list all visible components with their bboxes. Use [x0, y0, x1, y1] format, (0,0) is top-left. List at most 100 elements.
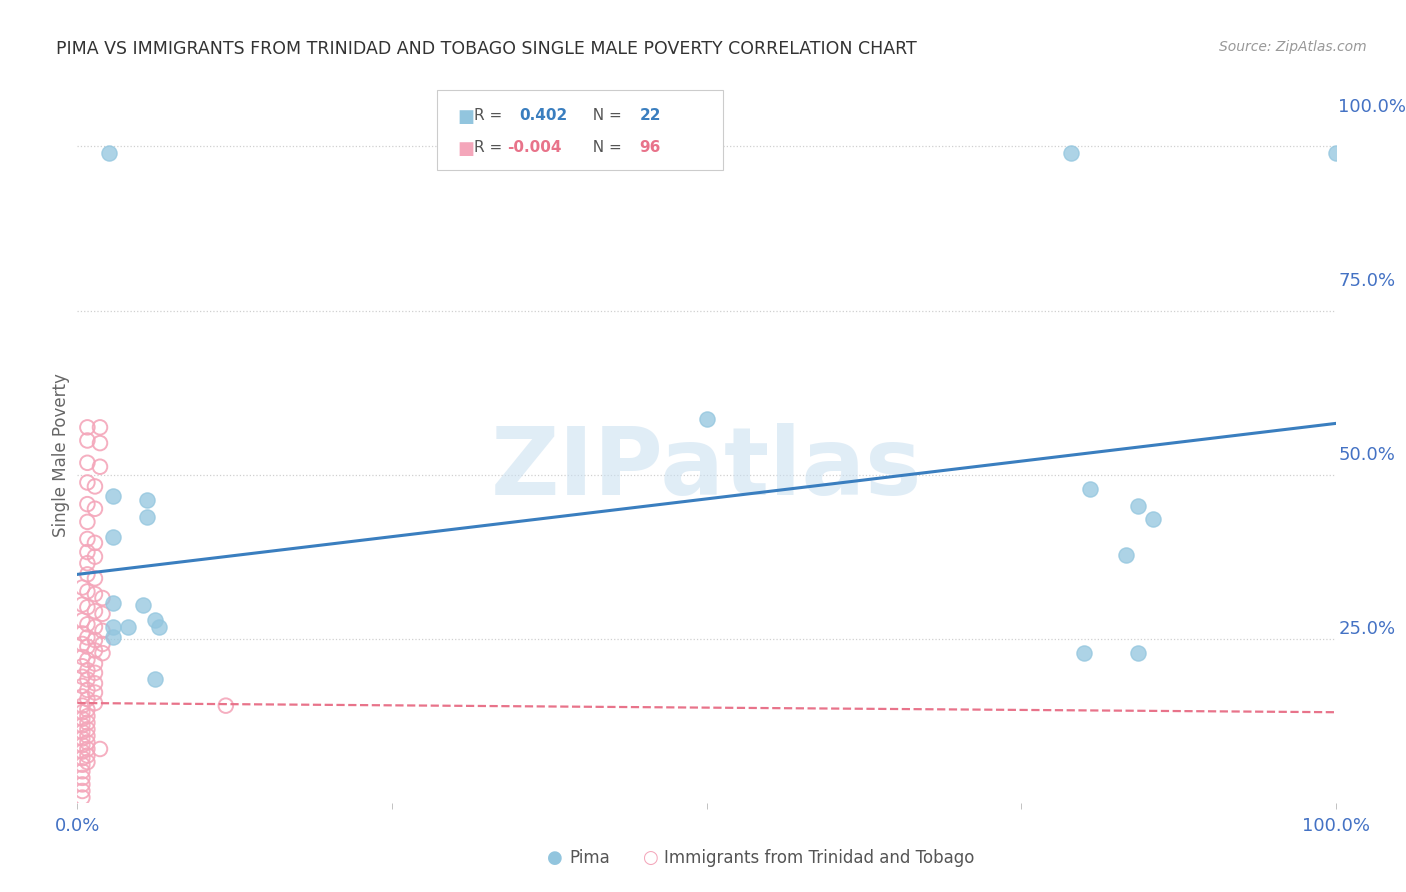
Point [76, 545, 98, 559]
Text: 100.0%: 100.0% [1339, 98, 1406, 116]
Point [72, 626, 94, 640]
Point [101, 489, 124, 503]
Text: PIMA VS IMMIGRANTS FROM TRINIDAD AND TOBAGO SINGLE MALE POVERTY CORRELATION CHAR: PIMA VS IMMIGRANTS FROM TRINIDAD AND TOB… [56, 40, 917, 58]
Point [76, 475, 98, 490]
Point [91, 624, 114, 638]
Text: Immigrants from Trinidad and Tobago: Immigrants from Trinidad and Tobago [664, 849, 974, 867]
Point [84, 587, 107, 601]
Point [696, 412, 718, 426]
Point [89, 420, 111, 434]
Point [76, 640, 98, 654]
Text: ■: ■ [457, 140, 474, 158]
Point [76, 532, 98, 546]
Point [72, 613, 94, 627]
Point [101, 530, 124, 544]
Point [1126, 646, 1149, 660]
Point [76, 682, 98, 697]
Text: 96: 96 [640, 140, 661, 155]
Point [72, 679, 94, 693]
Point [72, 757, 94, 772]
Point [76, 663, 98, 677]
Text: N =: N = [583, 140, 627, 155]
Point [76, 709, 98, 723]
Text: Source: ZipAtlas.com: Source: ZipAtlas.com [1219, 40, 1367, 54]
Point [76, 723, 98, 737]
Point [72, 784, 94, 798]
Point [84, 665, 107, 680]
Point [91, 607, 114, 621]
Point [72, 738, 94, 752]
Point [89, 459, 111, 474]
Text: 50.0%: 50.0% [1339, 446, 1395, 464]
Point [84, 571, 107, 585]
Point [89, 436, 111, 450]
Point [76, 434, 98, 448]
Point [72, 764, 94, 779]
Text: R =: R = [474, 140, 508, 155]
Point [76, 692, 98, 706]
Point [215, 698, 238, 713]
Point [76, 497, 98, 511]
Text: Pima: Pima [569, 849, 610, 867]
Point [72, 705, 94, 719]
Point [1060, 146, 1083, 161]
Point [84, 620, 107, 634]
Point [97, 146, 120, 161]
Point [72, 718, 94, 732]
Point [84, 643, 107, 657]
Point [76, 600, 98, 615]
Point [72, 698, 94, 713]
Point [76, 456, 98, 470]
Point [148, 620, 170, 634]
Text: ■: ■ [457, 108, 474, 126]
Point [72, 712, 94, 726]
Point [76, 567, 98, 582]
Point [72, 659, 94, 673]
Point [76, 420, 98, 434]
Point [143, 673, 166, 687]
Point [76, 653, 98, 667]
Point [1073, 646, 1095, 660]
Point [76, 735, 98, 749]
Point [84, 604, 107, 618]
Text: 25.0%: 25.0% [1339, 620, 1395, 638]
Point [91, 591, 114, 605]
Point [76, 742, 98, 756]
Point [76, 729, 98, 743]
Point [1142, 512, 1164, 526]
Point [1126, 499, 1149, 513]
Text: -0.004: -0.004 [508, 140, 562, 155]
Point [84, 633, 107, 648]
Point [72, 670, 94, 684]
Point [135, 492, 157, 507]
Point [84, 657, 107, 671]
Text: 75.0%: 75.0% [1339, 272, 1395, 290]
Text: 22: 22 [640, 108, 661, 123]
Point [91, 637, 114, 651]
Point [1115, 548, 1137, 562]
Point [84, 501, 107, 516]
Point [84, 479, 107, 493]
Point [76, 673, 98, 687]
Point [89, 742, 111, 756]
Point [72, 731, 94, 746]
Point [84, 536, 107, 550]
Point [72, 745, 94, 759]
Point [72, 771, 94, 785]
Point [76, 515, 98, 529]
Point [117, 620, 139, 634]
Text: 0.402: 0.402 [519, 108, 567, 123]
Point [76, 755, 98, 769]
Point [84, 549, 107, 564]
Point [76, 556, 98, 570]
Text: ZIPatlas: ZIPatlas [491, 423, 922, 515]
Point [1078, 482, 1101, 496]
Point [91, 646, 114, 660]
Text: R =: R = [474, 108, 512, 123]
Point [135, 510, 157, 524]
Point [72, 581, 94, 595]
Text: ○: ○ [641, 849, 658, 867]
Point [76, 748, 98, 763]
Point [84, 685, 107, 699]
Point [76, 715, 98, 730]
